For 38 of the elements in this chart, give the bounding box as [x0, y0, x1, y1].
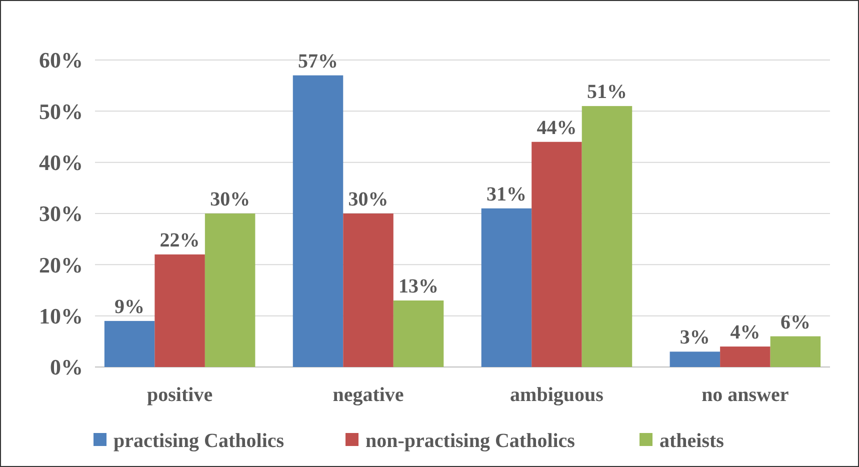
data-label: 51%	[586, 81, 627, 104]
data-label: 9%	[114, 296, 145, 318]
y-tick-label: 50%	[39, 98, 83, 124]
data-label: 30%	[210, 188, 250, 210]
bar	[343, 214, 394, 367]
data-label: 44%	[536, 116, 577, 139]
legend-label: practising Catholics	[114, 430, 284, 452]
legend-label: atheists	[660, 430, 724, 452]
y-tick-label: 10%	[39, 304, 83, 329]
bar	[770, 336, 821, 367]
data-label: 22%	[160, 229, 200, 252]
data-label: 3%	[680, 326, 710, 349]
bar	[481, 208, 532, 367]
data-label: 6%	[780, 311, 810, 334]
legend-label: non-practising Catholics	[366, 430, 576, 452]
y-tick-label: 60%	[39, 48, 83, 73]
bar	[532, 142, 582, 367]
bar	[104, 320, 155, 367]
data-label: 13%	[398, 275, 439, 298]
bar	[292, 75, 344, 367]
bar	[670, 352, 720, 367]
y-tick-label: 20%	[39, 252, 83, 278]
bar	[582, 106, 632, 367]
bar	[204, 214, 256, 367]
x-tick-label: no answer	[702, 384, 789, 406]
x-tick-label: ambiguous	[510, 384, 604, 406]
bar	[393, 300, 444, 367]
data-label: 57%	[298, 50, 338, 72]
x-tick-label: negative	[332, 384, 404, 406]
y-tick-label: 0%	[50, 354, 83, 380]
data-label: 4%	[730, 322, 760, 344]
bar	[720, 346, 770, 367]
data-label: 30%	[348, 188, 388, 210]
y-tick-label: 30%	[39, 201, 83, 226]
bar	[154, 254, 205, 367]
x-tick-label: positive	[147, 384, 213, 406]
y-tick-label: 40%	[39, 150, 83, 176]
data-label: 31%	[486, 183, 526, 206]
